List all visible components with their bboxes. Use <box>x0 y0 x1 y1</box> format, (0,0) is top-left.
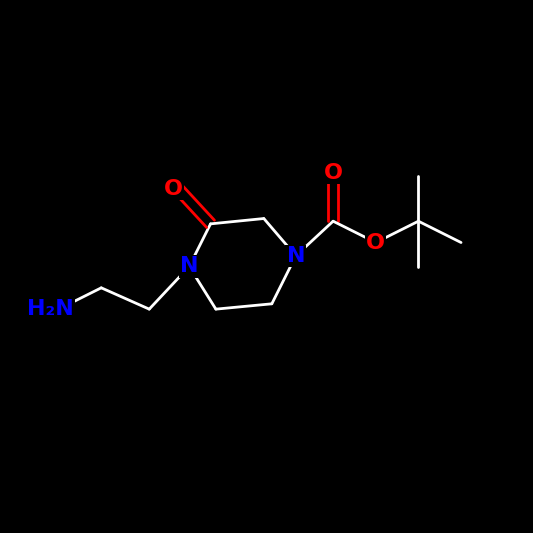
Text: H₂N: H₂N <box>27 299 74 319</box>
Text: N: N <box>180 256 198 277</box>
Text: N: N <box>287 246 305 266</box>
Text: O: O <box>164 179 183 199</box>
Text: O: O <box>324 163 343 183</box>
Text: O: O <box>366 232 385 253</box>
